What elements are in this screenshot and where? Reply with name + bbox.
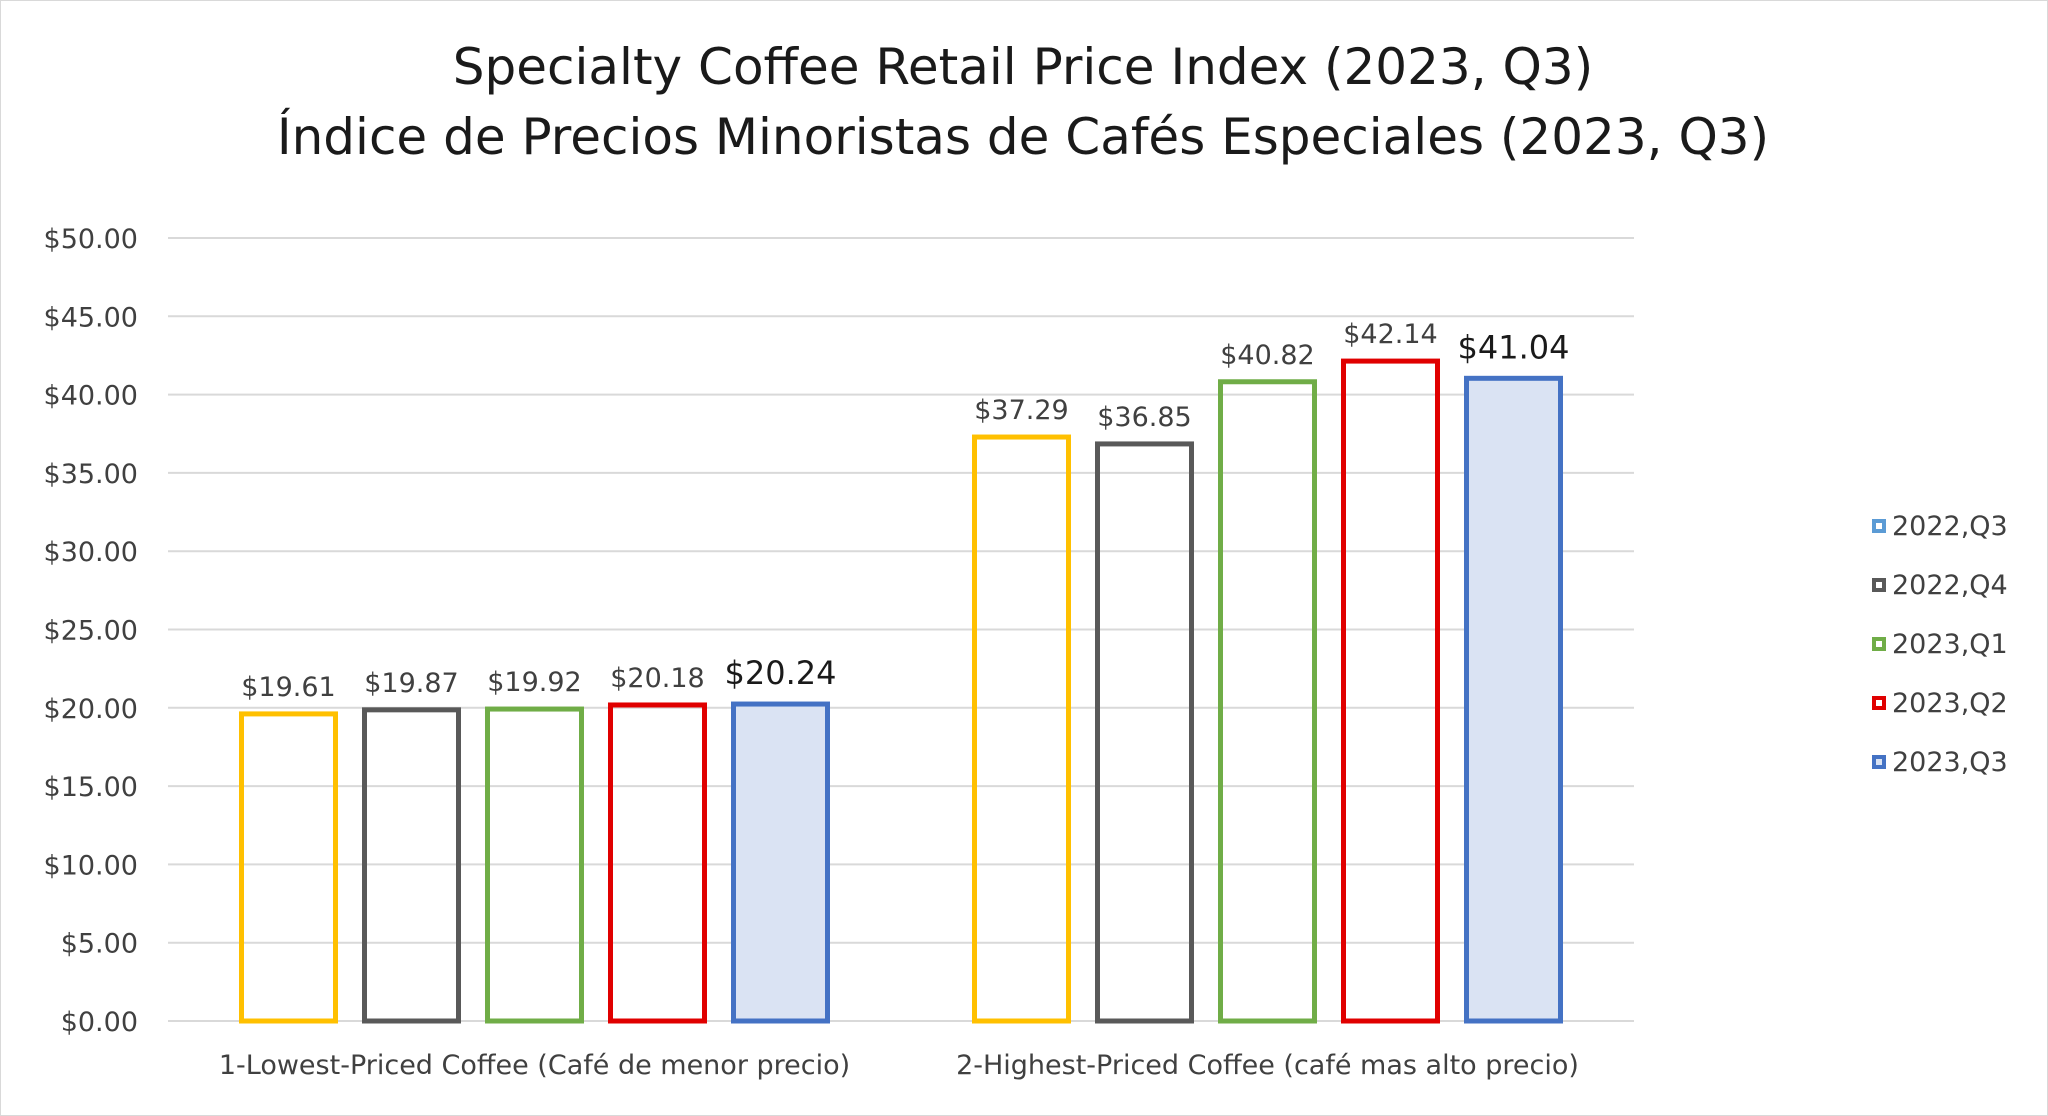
legend-label: 2022,Q4	[1892, 569, 2008, 601]
y-tick-label: $25.00	[44, 616, 138, 647]
data-label: $20.24	[725, 654, 837, 692]
chart-subtitle: Índice de Precios Minoristas de Cafés Es…	[276, 108, 1770, 166]
legend-item: 2023,Q1	[1872, 624, 2008, 664]
y-tick-label: $30.00	[44, 537, 138, 568]
y-tick-label: $50.00	[44, 224, 138, 255]
bar	[362, 707, 461, 1024]
y-tick-label: $15.00	[44, 772, 138, 803]
data-label: $19.87	[364, 668, 458, 699]
data-label: $42.14	[1343, 319, 1437, 350]
legend-swatch	[1872, 519, 1886, 533]
bar	[1095, 441, 1194, 1024]
data-label: $40.82	[1220, 340, 1314, 371]
chart-title: Specialty Coffee Retail Price Index (202…	[452, 38, 1594, 96]
bar	[1218, 379, 1317, 1024]
bar	[485, 706, 584, 1024]
data-label: $20.18	[610, 663, 704, 694]
y-tick-label: $20.00	[44, 694, 138, 725]
x-category-label: 1-Lowest-Priced Coffee (Café de menor pr…	[219, 1050, 850, 1081]
y-tick-label: $5.00	[61, 929, 138, 960]
y-tick-label: $35.00	[44, 459, 138, 490]
bar	[731, 701, 830, 1024]
legend-item: 2022,Q4	[1872, 565, 2008, 605]
legend-item: 2023,Q2	[1872, 683, 2008, 723]
data-label: $37.29	[974, 395, 1068, 426]
legend-item: 2022,Q3	[1872, 506, 2008, 546]
bar	[1464, 375, 1563, 1024]
bar	[972, 434, 1071, 1024]
y-tick-label: $10.00	[44, 850, 138, 881]
y-tick-label: $0.00	[61, 1007, 138, 1038]
legend-item: 2023,Q3	[1872, 742, 2008, 782]
data-label: $19.92	[487, 667, 581, 698]
data-label: $36.85	[1097, 402, 1191, 433]
y-tick-label: $40.00	[44, 381, 138, 412]
bar	[608, 702, 707, 1024]
bar	[239, 711, 338, 1024]
y-tick-label: $45.00	[44, 302, 138, 333]
legend-swatch	[1872, 578, 1886, 592]
data-label: $41.04	[1458, 328, 1570, 366]
x-category-label: 2-Highest-Priced Coffee (café mas alto p…	[956, 1050, 1579, 1081]
legend-swatch	[1872, 637, 1886, 651]
legend-swatch	[1872, 755, 1886, 769]
legend-swatch	[1872, 696, 1886, 710]
legend-label: 2023,Q3	[1892, 746, 2008, 778]
data-label: $19.61	[241, 672, 335, 703]
bar	[1341, 358, 1440, 1024]
legend-label: 2022,Q3	[1892, 510, 2008, 542]
legend-label: 2023,Q2	[1892, 687, 2008, 719]
legend-label: 2023,Q1	[1892, 628, 2008, 660]
